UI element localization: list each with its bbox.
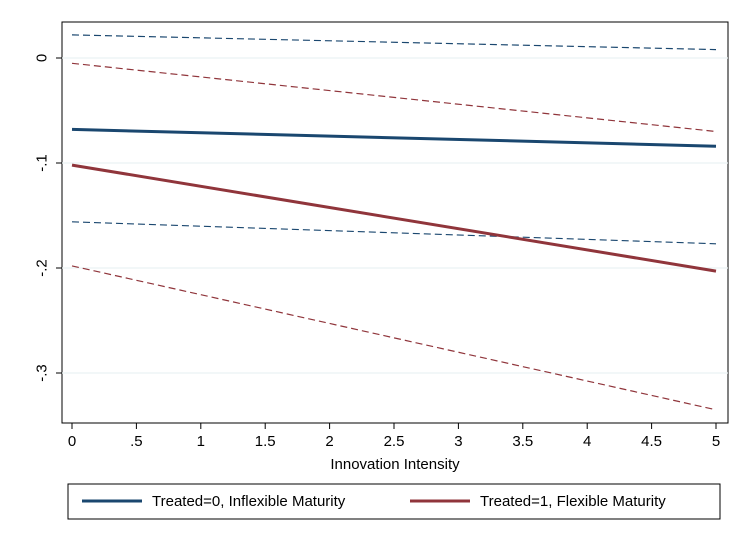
series-0-estimate-line xyxy=(71,127,717,148)
series-1-estimate-line xyxy=(71,163,717,273)
x-tick-label: 2 xyxy=(325,433,333,450)
series-0-ci-upper-line xyxy=(71,34,717,51)
legend-label-1: Treated=1, Flexible Maturity xyxy=(480,493,666,510)
x-tick-label: 4.5 xyxy=(641,433,662,450)
x-tick-label: 4 xyxy=(583,433,591,450)
y-tick-label: -.2 xyxy=(34,259,51,277)
x-tick-label: 5 xyxy=(712,433,720,450)
plot-area xyxy=(61,21,729,424)
x-tick-label: .5 xyxy=(130,433,143,450)
axis-layer: 0 -.1 -.2 -.3 0 .5 1 1.5 2 2.5 3 3.5 4 4.5 5 xyxy=(34,54,721,450)
y-tick-label: -.1 xyxy=(34,154,51,172)
y-tick-label: -.3 xyxy=(34,364,51,382)
x-tick-label: 2.5 xyxy=(384,433,405,450)
series-layer xyxy=(71,34,717,411)
grid-layer xyxy=(62,57,728,374)
x-tick-label: 1.5 xyxy=(255,433,276,450)
x-tick-label: 3 xyxy=(454,433,462,450)
legend: Treated=0, Inflexible Maturity Treated=1,… xyxy=(67,483,721,520)
series-0-ci-lower-line xyxy=(71,221,717,245)
legend-box xyxy=(67,483,721,520)
x-tick-label: 3.5 xyxy=(512,433,533,450)
y-tick-label: 0 xyxy=(34,54,51,62)
x-tick-label: 0 xyxy=(68,433,76,450)
legend-label-0: Treated=0, Inflexible Maturity xyxy=(152,493,346,510)
x-tick-label: 1 xyxy=(197,433,205,450)
series-1-ci-upper-line xyxy=(71,62,717,133)
x-axis-title: Innovation Intensity xyxy=(330,456,460,473)
